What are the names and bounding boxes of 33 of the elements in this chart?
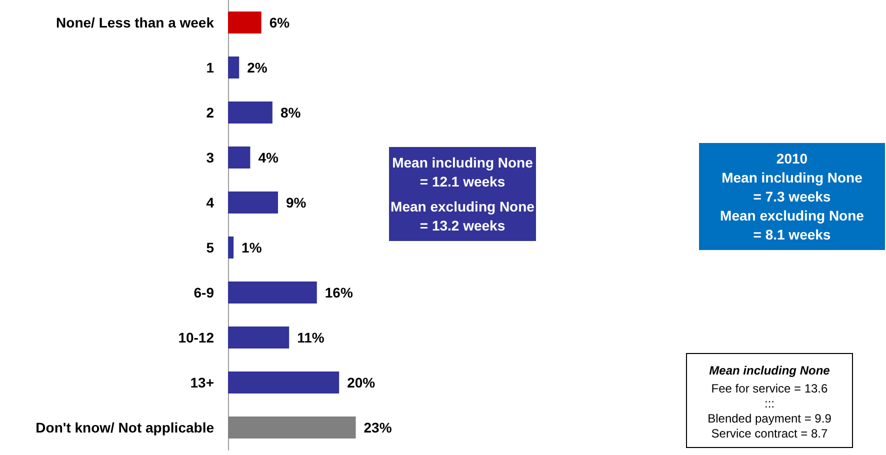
data-label: 6%	[269, 14, 290, 30]
y-tick-label: 10-12	[178, 330, 214, 346]
data-label: 23%	[364, 420, 392, 436]
y-tick-label: 5	[206, 240, 214, 256]
y-tick-label: 2	[206, 104, 214, 120]
data-label: 4%	[258, 150, 280, 166]
bar	[228, 146, 250, 168]
data-label: 11%	[297, 330, 325, 346]
bar	[228, 416, 356, 438]
data-label: 20%	[347, 374, 376, 390]
bar	[228, 192, 278, 214]
data-label: 16%	[324, 284, 354, 300]
bar	[228, 12, 262, 34]
data-label: 1%	[242, 240, 262, 256]
y-tick-label: 1	[206, 60, 214, 76]
bar	[228, 282, 317, 304]
text: Mean including None = 12.1 weeks Mean excluding None = 13.2 weeks	[390, 154, 535, 234]
bar	[228, 236, 234, 258]
data-label: 9%	[286, 194, 307, 210]
y-tick-label: 3	[206, 150, 214, 166]
text: 2010 Mean including None = 7.3 weeks Mean excluding None = 8.1 weeks	[720, 150, 864, 242]
data-label: 8%	[280, 104, 302, 120]
y-tick-label: 6-9	[194, 284, 214, 300]
bar	[228, 102, 272, 124]
data-label: 2%	[247, 60, 268, 76]
text: Mean including None Fee for service = 13.6 ::: Blended payment = 9.9 Service contract = 8.7	[708, 364, 832, 440]
bar	[228, 326, 290, 348]
y-tick-label: None/ Less than a week	[56, 14, 214, 30]
y-tick-label: Don't know/ Not applicable	[36, 420, 214, 436]
y-tick-label: 4	[206, 194, 214, 210]
bar	[228, 56, 240, 78]
bar	[228, 372, 340, 394]
y-tick-label: 13+	[190, 374, 214, 390]
